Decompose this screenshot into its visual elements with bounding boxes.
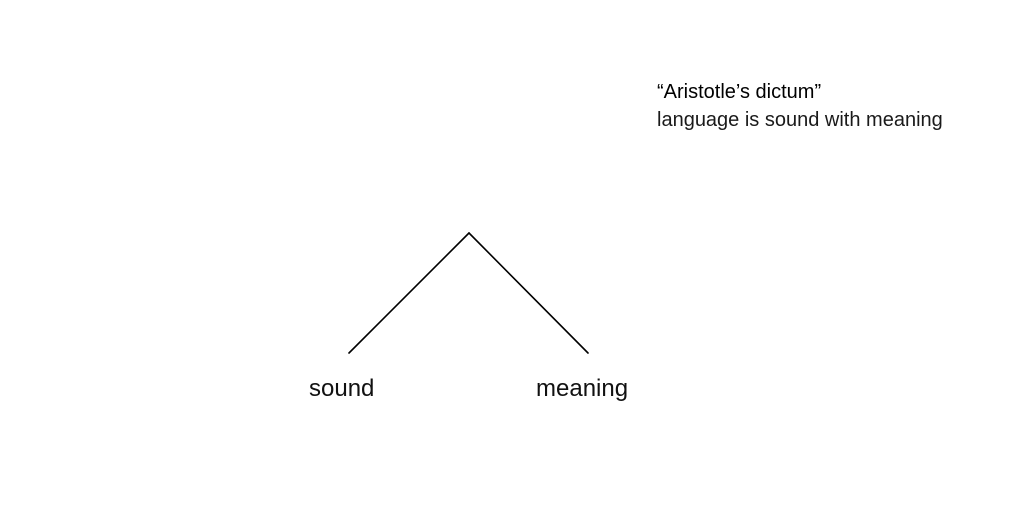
dictum-caption: “Aristotle’s dictum” language is sound w…: [657, 78, 943, 134]
leaf-meaning: meaning: [536, 375, 629, 402]
dictum-title: “Aristotle’s dictum”: [657, 81, 822, 103]
branch-right: [468, 232, 589, 354]
branch-left: [348, 232, 470, 354]
leaf-sound: sound: [309, 375, 375, 402]
dictum-definition: language is sound with meaning: [657, 109, 943, 131]
